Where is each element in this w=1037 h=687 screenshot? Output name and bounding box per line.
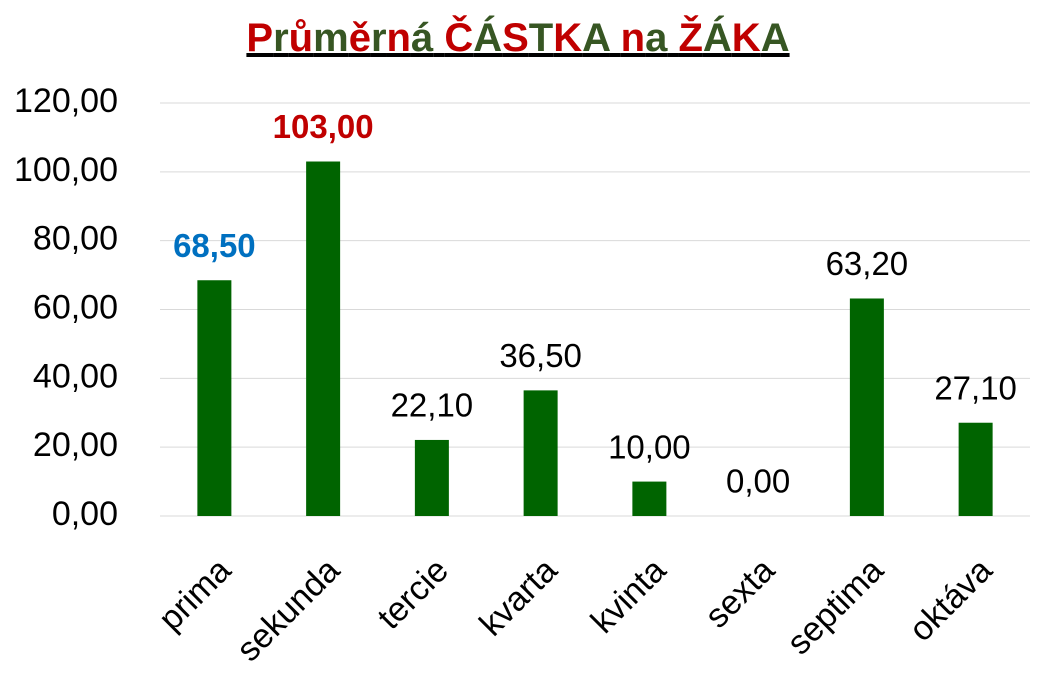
y-tick-label: 40,00 <box>33 357 118 395</box>
value-label: 36,50 <box>499 337 582 374</box>
bar <box>632 481 667 516</box>
bar <box>523 390 558 516</box>
value-label: 27,10 <box>934 369 1017 406</box>
y-tick-label: 80,00 <box>33 220 118 258</box>
value-label: 0,00 <box>726 463 790 500</box>
x-tick-label: septima <box>780 551 891 662</box>
value-label: 63,20 <box>826 245 909 282</box>
value-label: 10,00 <box>608 428 691 465</box>
bar <box>849 298 884 516</box>
bar <box>414 439 449 516</box>
bar <box>197 280 232 516</box>
x-tick-label: sekunda <box>229 551 347 669</box>
y-tick-label: 100,00 <box>14 151 118 189</box>
x-tick-label: oktáva <box>902 551 1000 649</box>
chart-title: Průměrná ČÁSTKA na ŽÁKA <box>246 14 789 60</box>
value-label: 103,00 <box>273 108 374 145</box>
x-tick-label: kvinta <box>584 551 674 641</box>
value-label: 68,50 <box>173 227 256 264</box>
value-label: 22,10 <box>391 387 474 424</box>
x-tick-label: tercie <box>370 551 456 637</box>
y-tick-label: 60,00 <box>33 288 118 326</box>
y-tick-label: 0,00 <box>52 495 118 533</box>
bar <box>306 161 341 516</box>
x-tick-label: prima <box>151 551 238 638</box>
bar <box>958 422 993 516</box>
x-tick-label: kvarta <box>472 551 564 643</box>
y-tick-label: 120,00 <box>14 82 118 120</box>
x-tick-label: sexta <box>698 551 782 635</box>
y-tick-label: 20,00 <box>33 426 118 464</box>
